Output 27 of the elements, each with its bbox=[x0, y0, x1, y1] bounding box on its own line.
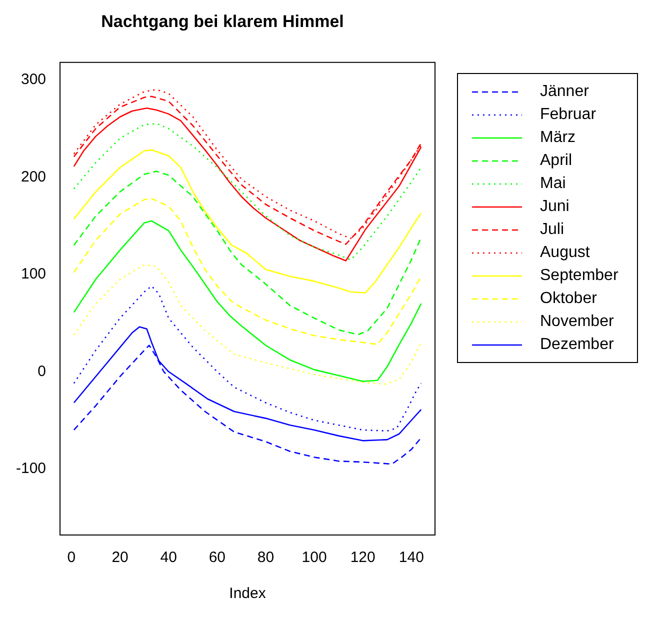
x-tick-label: 0 bbox=[67, 549, 76, 566]
legend-label: März bbox=[540, 128, 576, 146]
y-tick-label: -100 bbox=[16, 460, 46, 478]
legend-label: April bbox=[540, 152, 572, 170]
legend-label: Mai bbox=[540, 174, 566, 192]
legend-label: Dezember bbox=[540, 336, 614, 354]
legend-label: August bbox=[540, 244, 590, 262]
x-tick-label: 120 bbox=[350, 549, 376, 566]
y-tick-label: 100 bbox=[20, 266, 46, 283]
y-tick-label: 300 bbox=[20, 71, 46, 88]
legend-label: September bbox=[540, 266, 618, 284]
legend-label: Juli bbox=[540, 220, 564, 238]
legend-label: Juni bbox=[540, 198, 570, 216]
chart-title: Nachtgang bei klarem Himmel bbox=[101, 12, 344, 31]
x-tick-label: 60 bbox=[208, 549, 226, 566]
y-tick-label: 200 bbox=[20, 168, 46, 186]
x-tick-label: 140 bbox=[398, 549, 424, 566]
y-tick-label: 0 bbox=[38, 362, 46, 380]
legend-label: Jänner bbox=[540, 82, 589, 100]
x-tick-label: 20 bbox=[112, 549, 128, 566]
x-axis-title: Index bbox=[229, 585, 266, 602]
legend-label: Februar bbox=[540, 106, 596, 124]
x-tick-label: 40 bbox=[160, 549, 177, 566]
x-tick-label: 100 bbox=[302, 549, 327, 566]
x-tick-label: 80 bbox=[257, 549, 274, 566]
legend-label: November bbox=[540, 312, 614, 330]
legend-label: Oktober bbox=[540, 290, 597, 308]
